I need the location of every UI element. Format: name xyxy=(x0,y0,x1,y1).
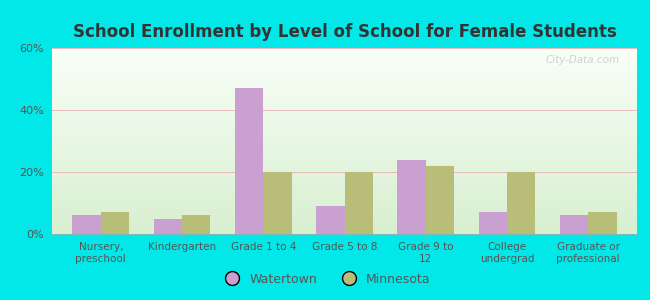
Bar xyxy=(182,215,211,234)
Bar xyxy=(397,160,426,234)
Bar xyxy=(153,218,182,234)
Bar xyxy=(72,215,101,234)
Bar xyxy=(560,215,588,234)
Bar xyxy=(235,88,263,234)
Bar xyxy=(507,172,536,234)
Bar xyxy=(263,172,292,234)
Bar xyxy=(478,212,507,234)
Legend: Watertown, Minnesota: Watertown, Minnesota xyxy=(214,268,436,291)
Bar xyxy=(101,212,129,234)
Bar xyxy=(316,206,344,234)
Title: School Enrollment by Level of School for Female Students: School Enrollment by Level of School for… xyxy=(73,23,616,41)
Bar xyxy=(426,166,454,234)
Bar xyxy=(344,172,373,234)
Text: City-Data.com: City-Data.com xyxy=(545,56,619,65)
Bar xyxy=(588,212,617,234)
